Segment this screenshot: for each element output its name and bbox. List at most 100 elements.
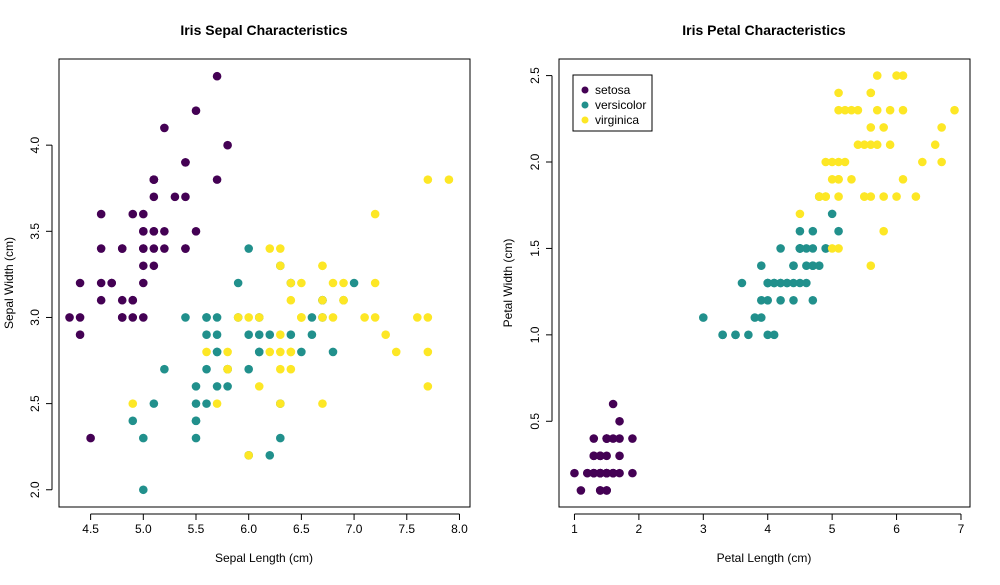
data-point-versicolor: [202, 313, 211, 322]
data-point-virginica: [898, 174, 908, 184]
data-point-virginica: [233, 313, 243, 322]
data-point-setosa: [595, 451, 605, 461]
y-tick-label: 3.0: [28, 309, 42, 326]
data-point-virginica: [444, 175, 454, 184]
data-point-versicolor: [223, 382, 232, 391]
data-point-versicolor: [789, 261, 798, 271]
data-point-virginica: [328, 278, 338, 288]
data-point-virginica: [423, 175, 433, 184]
data-point-setosa: [139, 261, 148, 271]
data-point-setosa: [75, 330, 85, 339]
data-point-virginica: [937, 157, 946, 167]
data-point-setosa: [602, 468, 611, 478]
legend-item-setosa: setosa: [581, 83, 631, 97]
data-point-versicolor: [191, 399, 201, 408]
data-point-virginica: [423, 313, 433, 322]
data-point-virginica: [339, 295, 348, 305]
data-point-setosa: [96, 209, 106, 219]
plot-frame: [58, 58, 471, 508]
data-point-virginica: [265, 347, 275, 357]
data-point-virginica: [827, 174, 837, 184]
y-tick-label: 0.5: [528, 413, 542, 430]
data-point-versicolor: [244, 244, 253, 253]
data-point-virginica: [381, 330, 390, 339]
y-tick-label: 2.0: [28, 481, 42, 498]
data-point-virginica: [866, 140, 876, 150]
data-point-virginica: [318, 313, 327, 322]
data-point-versicolor: [808, 226, 818, 236]
data-point-setosa: [149, 227, 159, 236]
data-point-virginica: [834, 88, 843, 98]
data-point-virginica: [866, 88, 876, 98]
data-point-setosa: [570, 468, 579, 478]
data-point-setosa: [170, 192, 180, 202]
chart-title: Iris Petal Characteristics: [682, 22, 846, 38]
data-point-virginica: [795, 209, 805, 219]
data-point-virginica: [834, 192, 843, 201]
data-point-virginica: [930, 140, 940, 150]
data-point-versicolor: [756, 313, 766, 322]
data-point-versicolor: [802, 261, 811, 271]
data-point-virginica: [223, 347, 232, 357]
data-point-versicolor: [254, 330, 264, 339]
data-point-virginica: [223, 364, 232, 374]
data-point-versicolor: [795, 278, 805, 288]
x-tick-label: 2: [636, 522, 643, 536]
data-point-setosa: [75, 313, 85, 322]
y-axis: 2.0 2.5 3.0 3.5 4.0: [28, 136, 53, 498]
data-point-virginica: [276, 364, 285, 374]
data-point-virginica: [254, 313, 264, 322]
plot-frame: [558, 58, 971, 508]
data-point-versicolor: [139, 485, 148, 495]
y-tick-label: 1.0: [528, 326, 542, 343]
data-point-virginica: [872, 71, 882, 80]
data-point-versicolor: [763, 278, 773, 288]
data-point-virginica: [937, 123, 946, 132]
data-point-setosa: [149, 192, 159, 202]
data-point-setosa: [615, 416, 624, 426]
data-point-virginica: [866, 123, 876, 132]
data-point-versicolor: [212, 313, 222, 322]
data-point-versicolor: [737, 278, 747, 288]
data-point-virginica: [918, 157, 927, 167]
data-point-setosa: [589, 434, 599, 443]
data-point-setosa: [181, 244, 190, 253]
data-point-versicolor: [349, 278, 359, 288]
data-point-setosa: [86, 433, 95, 443]
data-point-virginica: [827, 157, 837, 167]
data-point-virginica: [297, 313, 306, 322]
data-point-setosa: [628, 434, 637, 443]
data-point-setosa: [602, 486, 611, 495]
scatter-points: [65, 71, 454, 495]
data-point-setosa: [212, 71, 222, 81]
x-tick-label: 6.5: [293, 522, 310, 536]
data-point-versicolor: [212, 347, 222, 357]
data-point-setosa: [608, 468, 618, 478]
legend-label-virginica: virginica: [595, 113, 639, 127]
x-tick-label: 7.5: [398, 522, 415, 536]
data-point-virginica: [360, 313, 369, 322]
data-point-setosa: [615, 451, 624, 461]
data-point-versicolor: [808, 244, 818, 253]
data-point-setosa: [595, 468, 605, 478]
data-point-versicolor: [307, 330, 317, 339]
data-point-versicolor: [181, 313, 190, 322]
x-tick-label: 5: [829, 522, 836, 536]
y-tick-label: 2.5: [528, 67, 542, 84]
x-axis-label: Petal Length (cm): [717, 551, 812, 565]
legend-item-versicolor: versicolor: [581, 98, 646, 112]
data-point-virginica: [866, 192, 876, 201]
data-point-virginica: [853, 140, 863, 150]
data-point-versicolor: [744, 330, 753, 340]
y-tick-label: 2.5: [28, 395, 42, 412]
data-point-setosa: [149, 175, 159, 184]
data-point-setosa: [608, 399, 618, 409]
data-point-virginica: [339, 278, 348, 288]
y-tick-label: 1.5: [528, 240, 542, 257]
data-point-setosa: [65, 313, 74, 322]
data-point-virginica: [286, 347, 296, 357]
data-point-versicolor: [731, 330, 740, 340]
data-point-setosa: [117, 295, 127, 305]
data-point-virginica: [244, 313, 253, 322]
